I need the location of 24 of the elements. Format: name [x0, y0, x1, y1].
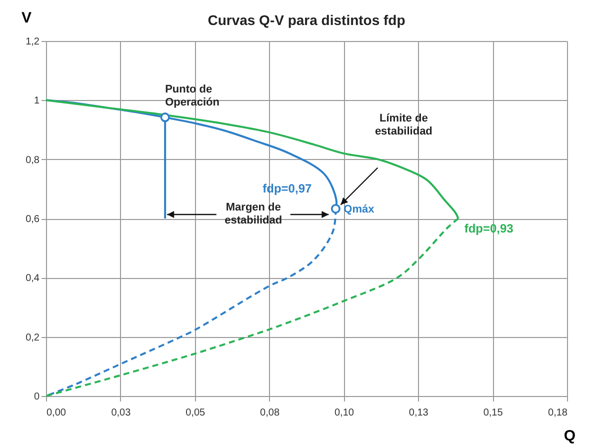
y-tick-label: 1,2 — [26, 36, 40, 48]
x-tick-label: 0,05 — [186, 408, 206, 418]
y-axis-title: V — [21, 10, 32, 26]
y-tick-label: 1 — [34, 96, 40, 107]
x-axis-title: Q — [564, 428, 576, 444]
annotation: Punto de Operación — [165, 83, 220, 108]
series-label: fdp=0,97 — [262, 182, 312, 196]
annotation: Margen de estabilidad — [224, 202, 282, 226]
y-tick-label: 0,8 — [26, 154, 40, 166]
series-label: fdp=0,93 — [464, 222, 514, 236]
y-tick-label: 0,4 — [26, 273, 40, 284]
x-tick-label: 0,00 — [46, 408, 66, 418]
y-tick-label: 0,6 — [26, 214, 40, 225]
x-tick-label: 0,03 — [111, 408, 132, 418]
x-tick-label: 0,15 — [483, 408, 504, 418]
x-tick-label: 0,13 — [408, 408, 429, 418]
x-tick-label: 0,10 — [334, 408, 354, 418]
y-tick-label: 0 — [34, 392, 40, 402]
annotation: Qmáx — [344, 204, 376, 216]
chart-title: Curvas Q-V para distintos fdp — [208, 12, 406, 28]
x-tick-label: 0,08 — [260, 408, 280, 418]
x-tick-label: 0,18 — [548, 408, 568, 418]
y-tick-label: 0,2 — [26, 332, 40, 344]
annotation: Límite de estabilidad — [374, 112, 432, 138]
